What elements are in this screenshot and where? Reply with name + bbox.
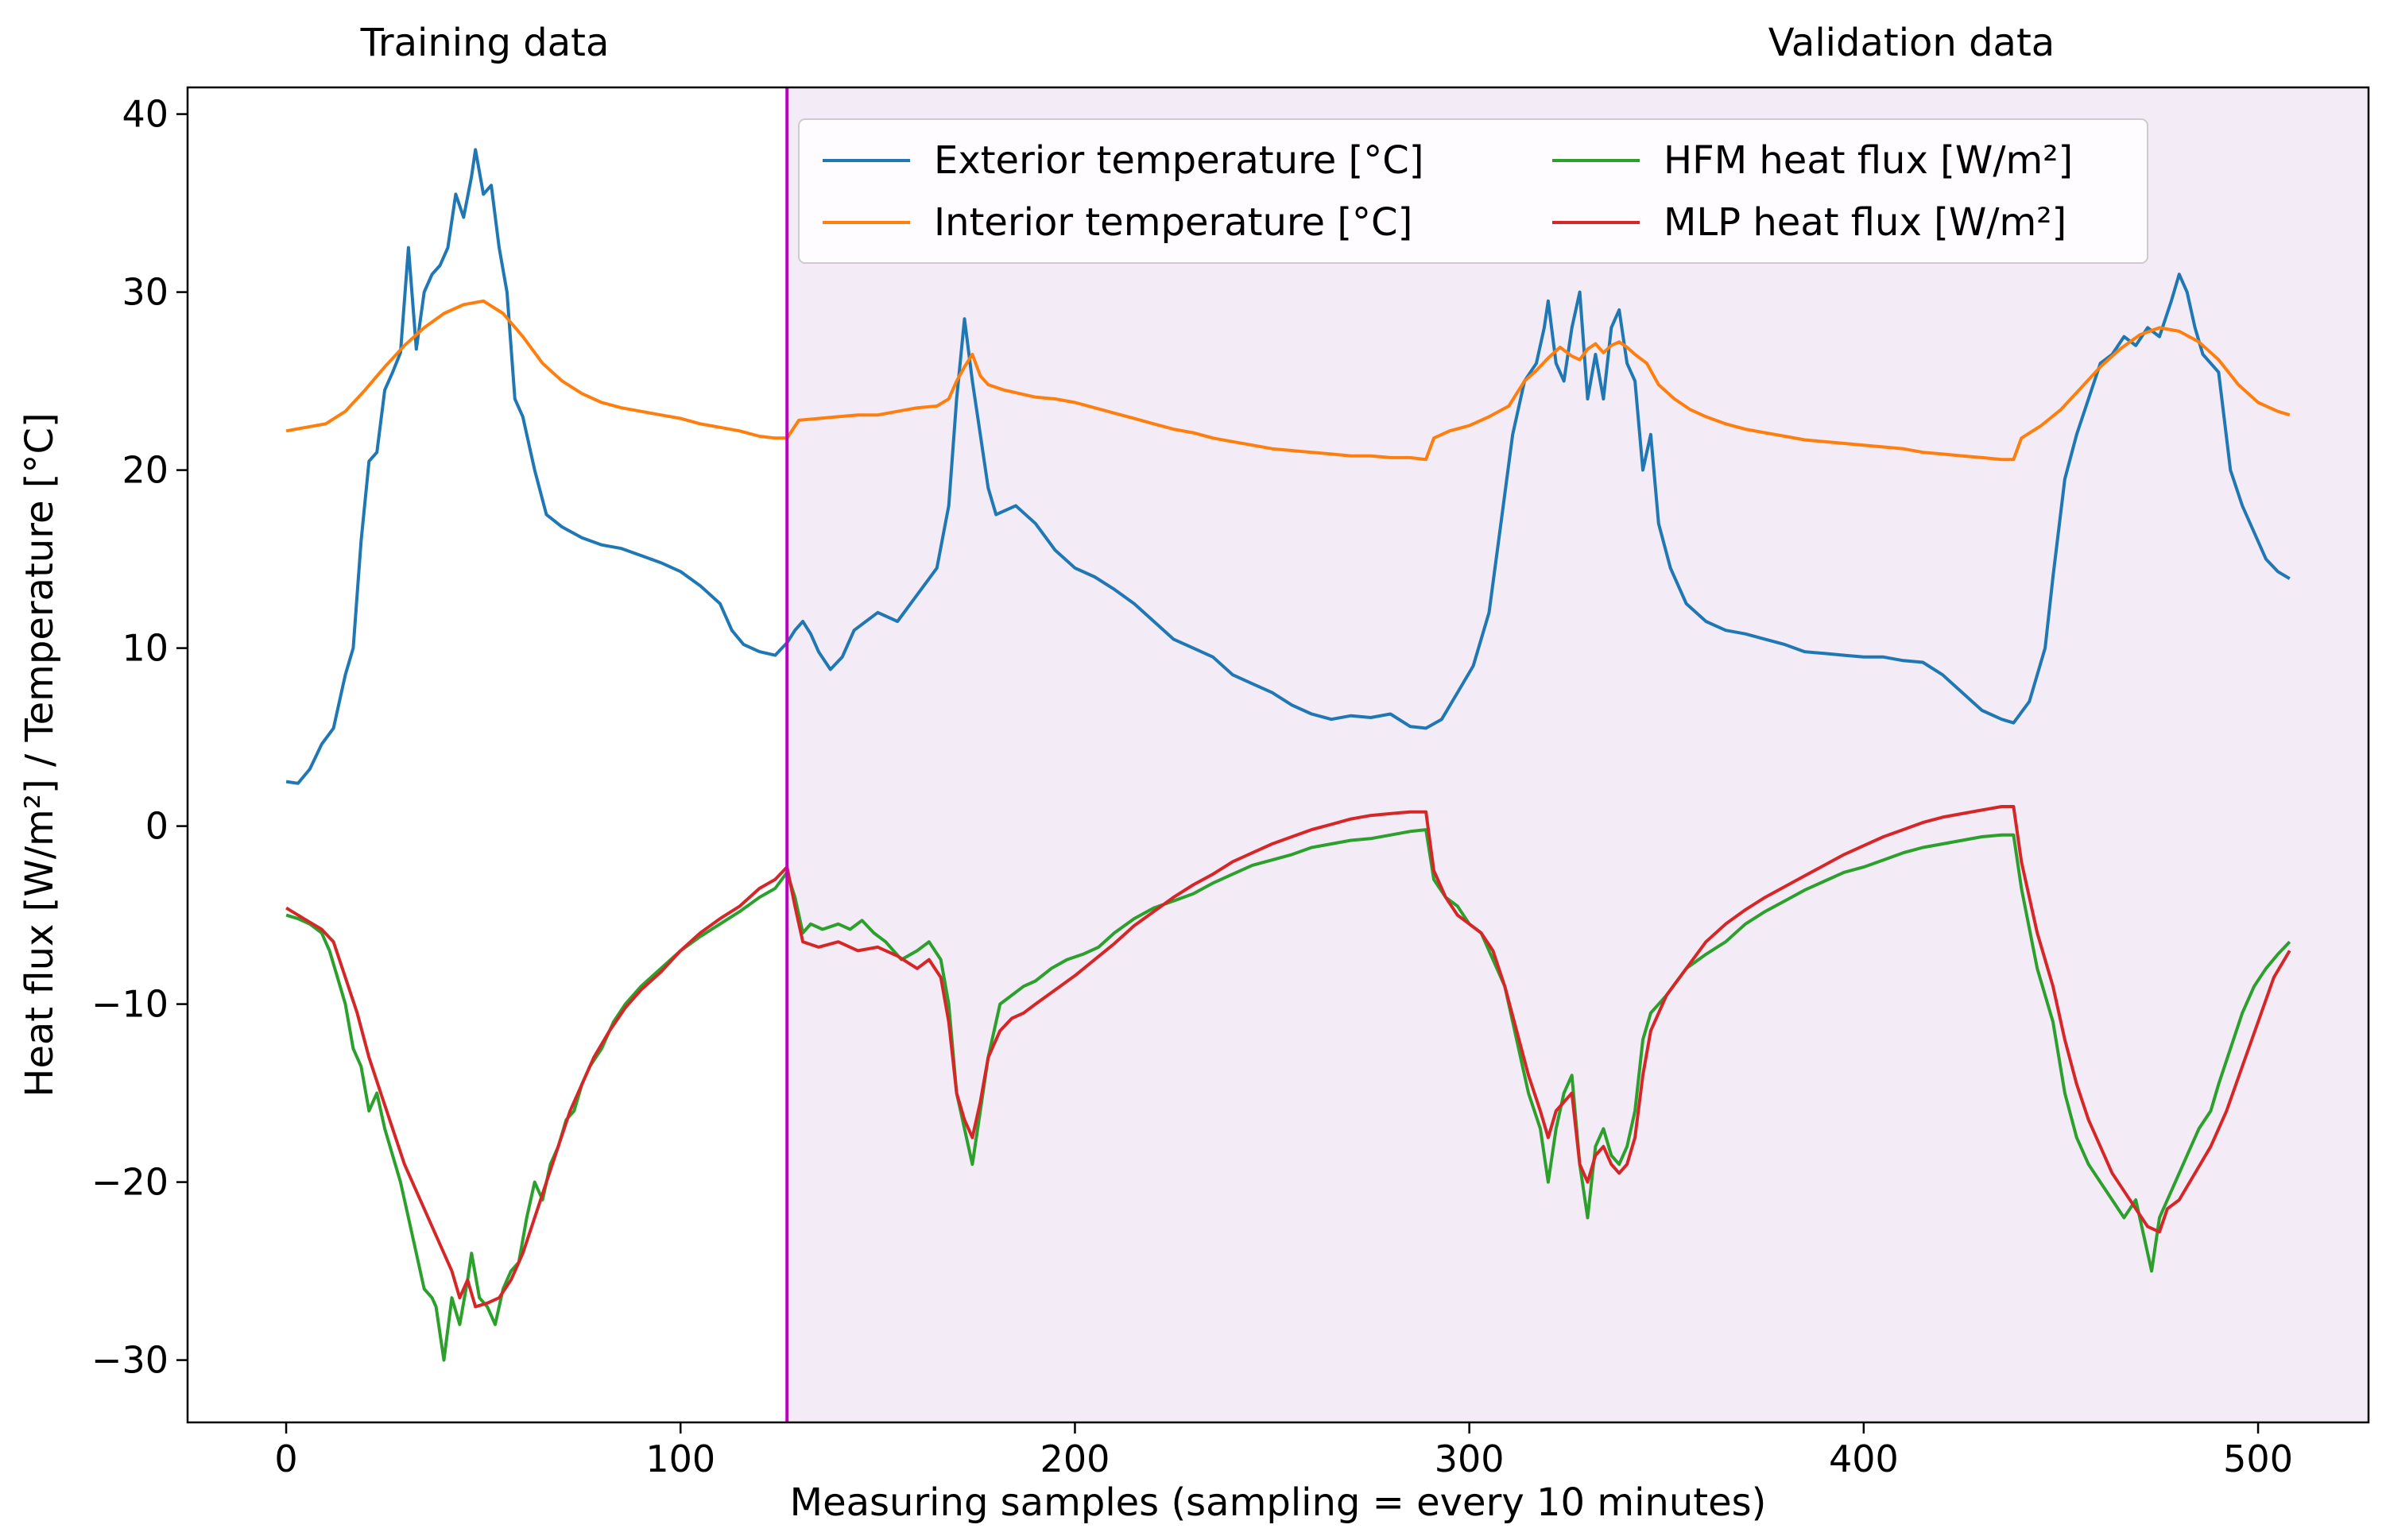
series-layer <box>285 148 2291 1362</box>
y-tick-label: 0 <box>145 805 168 848</box>
series-line-3 <box>285 805 2291 1309</box>
y-axis-label: Heat flux [W/m²] / Temperature [°C] <box>17 412 62 1097</box>
x-tick-label: 400 <box>1829 1437 1899 1480</box>
x-tick-label: 500 <box>2223 1437 2293 1480</box>
series-line-0 <box>285 148 2291 785</box>
x-tick-label: 300 <box>1435 1437 1505 1480</box>
legend-label-1: Interior temperature [°C] <box>934 200 1412 245</box>
validation-data-label: Validation data <box>1768 21 2055 65</box>
y-tick-label: −10 <box>91 983 168 1026</box>
y-axis: −30 −20 −10 0 10 20 30 40 <box>91 93 188 1382</box>
y-tick-label: 40 <box>122 93 168 136</box>
legend: Exterior temperature [°C] Interior temper… <box>798 118 2148 264</box>
y-tick-label: −30 <box>91 1339 168 1382</box>
validation-region <box>787 87 2369 1422</box>
x-tick-label: 0 <box>274 1437 297 1480</box>
y-tick-label: 30 <box>122 271 168 314</box>
x-tick-label: 200 <box>1040 1437 1110 1480</box>
y-tick-label: 20 <box>122 449 168 492</box>
legend-label-0: Exterior temperature [°C] <box>934 138 1423 183</box>
y-tick-label: −20 <box>91 1161 168 1204</box>
legend-box <box>798 118 2148 264</box>
x-tick-label: 100 <box>645 1437 715 1480</box>
legend-label-2: HFM heat flux [W/m²] <box>1664 138 2073 183</box>
training-data-label: Training data <box>360 21 610 65</box>
series-line-1 <box>285 299 2291 462</box>
x-axis: 0 100 200 300 400 500 <box>274 1422 2293 1480</box>
x-axis-label: Measuring samples (sampling = every 10 m… <box>790 1480 1767 1525</box>
y-tick-label: 10 <box>122 627 168 670</box>
legend-label-3: MLP heat flux [W/m²] <box>1664 200 2066 245</box>
series-line-2 <box>285 828 2291 1362</box>
axes-frame <box>186 86 2370 1424</box>
